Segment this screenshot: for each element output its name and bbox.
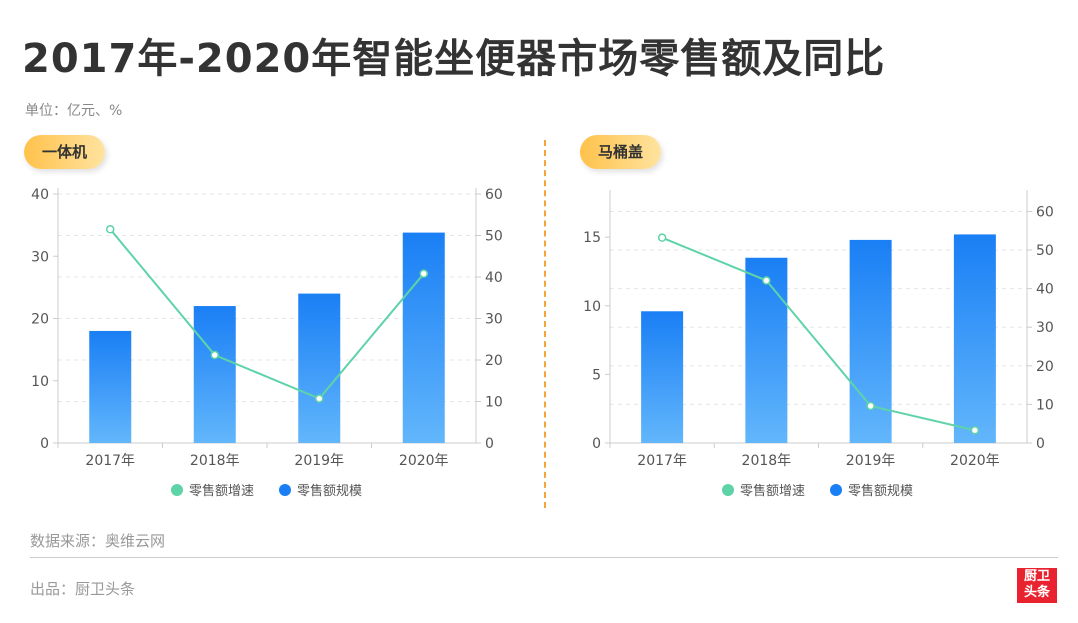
right-x-tick-label: 2019年: [846, 453, 896, 469]
right-y-tick-right-label: 60: [1036, 204, 1054, 220]
footer-divider: [30, 557, 1058, 558]
left-y-tick-right-label: 30: [485, 312, 503, 328]
right-growth-line: [661, 236, 976, 432]
left-y-tick-left-label: 40: [31, 187, 49, 203]
chart-right: 0 5 10 15 0 10 20 30 40 50 60 2017年 2018年 2019年 2020年零…: [583, 190, 1054, 499]
data-source: 数据来源：奥维云网: [30, 532, 166, 550]
chart-title-left: 一体机: [24, 135, 106, 169]
right-x-tick-label: 2018年: [742, 453, 792, 469]
left-y-tick-right-label: 20: [485, 353, 503, 369]
right-growth-point: [762, 276, 771, 285]
right-y-tick-left-label: 15: [583, 230, 601, 246]
right-y-tick-left-label: 5: [592, 367, 601, 383]
left-y-tick-right-label: 40: [485, 270, 503, 286]
right-bar: [641, 311, 684, 443]
left-y-tick-right-label: 50: [485, 229, 503, 245]
right-y-tick-right-label: 30: [1036, 320, 1054, 336]
left-growth-line: [109, 228, 425, 400]
left-legend-label-growth: 零售额增速: [189, 483, 254, 499]
left-y-tick-right-label: 0: [485, 436, 494, 452]
right-x-tick-label: 2017年: [637, 453, 687, 469]
right-legend-dot-size: [830, 484, 842, 496]
right-y-tick-left-label: 10: [583, 299, 601, 315]
left-x-tick-label: 2019年: [294, 453, 344, 469]
logo-line-1: 厨卫: [1023, 569, 1050, 584]
left-y-tick-right-label: 60: [485, 187, 503, 203]
right-growth-point: [657, 233, 667, 242]
unit-label: 单位：亿元、%: [25, 103, 123, 119]
left-legend-dot-growth: [171, 484, 183, 496]
chart-title-right: 马桶盖: [580, 135, 662, 169]
right-y-tick-right-label: 20: [1036, 359, 1054, 375]
left-bar: [402, 232, 445, 443]
right-y-tick-right-label: 50: [1036, 243, 1054, 259]
left-x-tick-label: 2020年: [399, 453, 449, 469]
left-bar: [89, 330, 132, 443]
right-bar: [745, 257, 788, 443]
right-bar: [849, 239, 892, 443]
left-y-tick-right-label: 10: [485, 395, 503, 411]
left-legend-dot-size: [279, 484, 291, 496]
right-y-tick-left-label: 0: [592, 436, 601, 452]
page-title: 2017年-2020年智能坐便器市场零售额及同比: [22, 36, 886, 82]
right-growth-point: [866, 401, 875, 411]
logo-line-2: 头条: [1023, 585, 1050, 600]
right-legend-dot-growth: [722, 484, 734, 496]
right-x-tick-label: 2020年: [950, 453, 1000, 469]
right-bar: [953, 234, 996, 443]
left-bar: [193, 306, 236, 443]
right-y-tick-right-label: 0: [1036, 436, 1045, 452]
left-growth-point: [210, 350, 219, 360]
left-bar: [298, 293, 341, 443]
left-x-tick-label: 2018年: [190, 453, 240, 469]
left-y-tick-left-label: 10: [31, 374, 49, 390]
right-y-tick-right-label: 40: [1036, 282, 1054, 298]
chart-divider: [544, 140, 546, 508]
left-growth-point: [106, 225, 115, 234]
left-y-tick-left-label: 20: [31, 312, 49, 328]
right-y-tick-right-label: 10: [1036, 397, 1054, 413]
producer-label: 出品：厨卫头条: [30, 580, 136, 598]
left-x-tick-label: 2017年: [85, 453, 135, 469]
left-growth-point: [419, 269, 428, 278]
right-legend-label-growth: 零售额增速: [740, 483, 805, 499]
left-legend-label-size: 零售额规模: [297, 483, 362, 499]
right-legend-label-size: 零售额规模: [848, 483, 913, 499]
brand-logo: 厨卫 头条: [1017, 568, 1057, 603]
left-y-tick-left-label: 30: [31, 249, 49, 265]
left-growth-point: [315, 394, 324, 403]
left-y-tick-left-label: 0: [40, 436, 49, 452]
right-growth-point: [970, 426, 980, 435]
chart-left: 0 10 20 30 40 0 10 20 30 40 50 60 2017年 2018年 2019年 202…: [31, 187, 503, 499]
